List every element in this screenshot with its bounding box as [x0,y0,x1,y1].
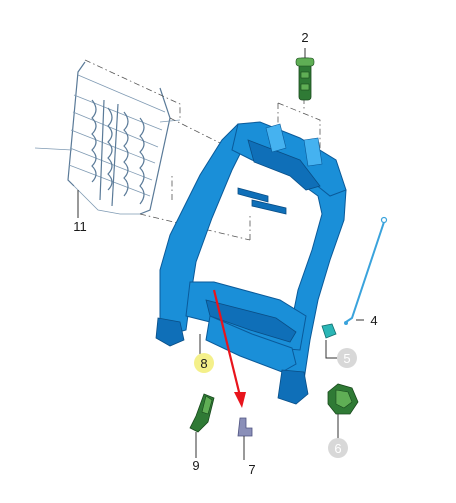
seatback-frame-part-8[interactable] [155,121,347,405]
callout-6[interactable]: 6 [334,441,341,456]
headrest-guide-part-2[interactable] [295,57,315,101]
callout-badge-6 [328,438,348,458]
spring-mat-part-11[interactable] [34,61,181,215]
callout-11[interactable]: 11 [73,219,87,234]
trim-fastener-part-9[interactable] [189,393,215,433]
callout-5[interactable]: 5 [343,351,350,366]
callout-badge-8 [194,353,214,373]
callout-9[interactable]: 9 [192,458,199,473]
release-rod-part-4[interactable] [344,216,388,326]
callout-8[interactable]: 8 [200,356,207,371]
callout-4[interactable]: 4 [370,313,377,328]
highlight-arrow [212,289,246,408]
callout-7[interactable]: 7 [248,462,255,477]
callout-badge-5 [337,348,357,368]
leader-lines [77,48,364,460]
clip-part-5[interactable] [321,323,337,339]
bracket-part-7[interactable] [237,417,253,437]
recliner-cap-part-6[interactable] [327,383,359,415]
callout-2[interactable]: 2 [301,30,308,45]
